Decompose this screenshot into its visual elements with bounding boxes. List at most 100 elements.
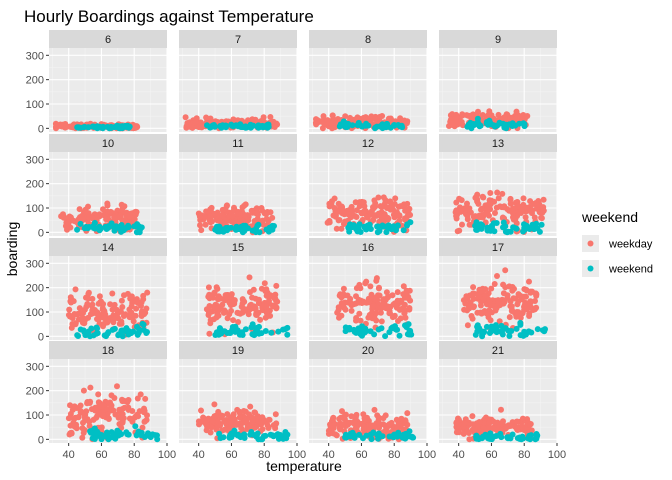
data-point-weekday (224, 411, 231, 418)
data-point-weekday (351, 418, 358, 425)
data-point-weekday (134, 411, 141, 418)
data-point-weekday (514, 418, 521, 425)
x-axis: 40 60 80 100 40 60 80 100 40 60 80 100 40 60 80 100 (63, 443, 566, 461)
data-point-weekday (364, 214, 371, 221)
data-point-weekday (208, 204, 215, 211)
data-point-weekday (78, 213, 85, 219)
data-point-weekday (459, 221, 465, 228)
facet-strip-label: 18 (102, 345, 114, 357)
facet-strip-label: 20 (362, 345, 374, 357)
data-point-weekday (207, 429, 214, 436)
data-point-weekday (378, 204, 385, 211)
data-point-weekend (396, 332, 403, 339)
data-point-weekday (209, 418, 216, 425)
data-point-weekday (378, 318, 385, 325)
data-point-weekday (464, 322, 471, 329)
data-point-weekend (379, 125, 386, 132)
data-point-weekday (487, 201, 494, 208)
y-tick-label: 200 (26, 283, 44, 295)
data-point-weekend (390, 434, 397, 441)
data-point-weekend (520, 228, 527, 235)
data-point-weekend (77, 220, 84, 227)
data-point-weekday (261, 280, 268, 287)
data-point-weekend (108, 429, 115, 436)
data-point-weekday (402, 314, 409, 321)
data-point-weekday (111, 214, 118, 221)
data-point-weekday (107, 301, 114, 308)
data-point-weekday (107, 407, 114, 414)
data-point-weekday (467, 112, 474, 119)
data-point-weekday (240, 408, 247, 414)
data-point-weekday (389, 314, 396, 321)
data-point-weekday (109, 290, 116, 297)
data-point-weekend (226, 329, 233, 336)
data-point-weekday (533, 291, 540, 298)
data-point-weekend (209, 122, 216, 129)
data-point-weekday (387, 206, 394, 213)
facet-strip (179, 134, 297, 152)
data-point-weekday (246, 423, 253, 430)
data-point-weekday (387, 198, 394, 205)
facet-strip-label: 19 (232, 345, 244, 357)
data-point-weekday (125, 404, 132, 411)
data-point-weekend (513, 325, 520, 332)
data-point-weekday (132, 211, 139, 218)
data-point-weekend (517, 321, 524, 328)
data-point-weekday (361, 423, 367, 430)
data-point-weekday (313, 121, 320, 128)
data-point-weekend (476, 121, 483, 128)
data-point-weekday (356, 299, 363, 306)
data-point-weekday (213, 284, 220, 291)
data-point-weekday (495, 195, 502, 202)
data-point-weekend (228, 121, 235, 128)
facet-strip (49, 30, 167, 48)
data-point-weekday (219, 412, 226, 419)
data-point-weekday (332, 213, 339, 220)
data-point-weekday (254, 413, 261, 420)
data-point-weekend (265, 123, 272, 130)
data-point-weekday (487, 190, 494, 196)
data-point-weekday (523, 293, 529, 300)
data-point-weekday (515, 291, 522, 298)
data-point-weekend (282, 429, 289, 435)
data-point-weekday (68, 299, 74, 306)
data-point-weekend (90, 123, 97, 130)
data-point-weekday (502, 267, 509, 274)
panel-background (49, 256, 167, 340)
data-point-weekend (247, 121, 254, 128)
data-point-weekday (530, 201, 537, 207)
data-point-weekday (486, 425, 493, 432)
data-point-weekday (256, 296, 262, 303)
data-point-weekday (348, 307, 355, 314)
data-point-weekday (235, 319, 242, 325)
data-point-weekday (66, 306, 73, 313)
data-point-weekend (249, 227, 256, 234)
data-point-weekday (386, 421, 393, 428)
data-point-weekday (264, 292, 271, 299)
data-point-weekday (206, 330, 213, 337)
data-point-weekday (236, 414, 243, 421)
data-point-weekday (231, 298, 238, 305)
data-point-weekend (75, 333, 82, 339)
data-point-weekend (487, 328, 494, 335)
data-point-weekend (266, 227, 272, 234)
data-point-weekend (479, 435, 485, 442)
data-point-weekday (396, 217, 403, 224)
data-point-weekday (373, 294, 380, 301)
data-point-weekday (84, 301, 91, 307)
data-point-weekday (403, 290, 410, 296)
facet-strip (309, 30, 427, 48)
data-point-weekend (284, 331, 291, 338)
data-point-weekend (269, 432, 276, 439)
data-point-weekday (96, 293, 103, 300)
data-point-weekend (135, 329, 142, 336)
data-point-weekday (508, 308, 515, 314)
data-point-weekday (211, 289, 218, 296)
data-point-weekday (219, 213, 226, 220)
legend-label-weekend: weekend (608, 264, 653, 276)
data-point-weekday (248, 207, 255, 214)
data-point-weekday (101, 307, 108, 314)
facet-strip (49, 341, 167, 359)
data-point-weekday (471, 426, 478, 433)
data-point-weekday (239, 296, 246, 303)
